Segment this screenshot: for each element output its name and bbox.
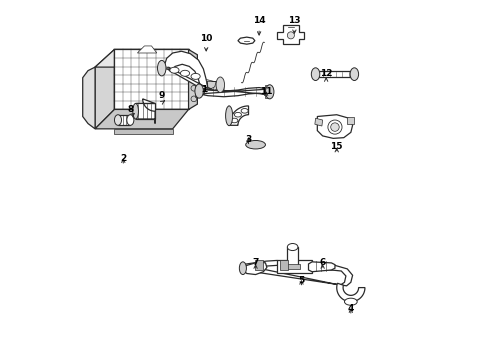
Ellipse shape: [180, 70, 190, 76]
Text: 11: 11: [260, 87, 272, 96]
Polygon shape: [316, 71, 354, 77]
Ellipse shape: [245, 140, 266, 149]
Ellipse shape: [170, 67, 179, 73]
Ellipse shape: [234, 112, 242, 117]
Polygon shape: [266, 85, 270, 98]
Text: 15: 15: [330, 142, 343, 151]
Polygon shape: [95, 49, 189, 67]
Polygon shape: [160, 67, 169, 71]
Polygon shape: [115, 49, 189, 109]
Ellipse shape: [311, 68, 320, 81]
Polygon shape: [118, 115, 130, 125]
Polygon shape: [280, 260, 288, 270]
Polygon shape: [115, 129, 172, 134]
Polygon shape: [83, 67, 95, 129]
Polygon shape: [229, 106, 248, 125]
Polygon shape: [136, 103, 155, 119]
Text: 3: 3: [245, 135, 252, 144]
Circle shape: [191, 64, 196, 70]
Circle shape: [287, 32, 294, 39]
Polygon shape: [277, 26, 304, 44]
Text: 2: 2: [120, 154, 126, 163]
Ellipse shape: [287, 243, 298, 251]
Polygon shape: [137, 46, 157, 53]
Polygon shape: [286, 264, 300, 269]
Polygon shape: [315, 118, 322, 126]
Polygon shape: [238, 37, 255, 44]
Text: 8: 8: [127, 105, 133, 114]
Polygon shape: [189, 49, 197, 109]
Circle shape: [191, 96, 196, 102]
Ellipse shape: [216, 77, 224, 93]
Ellipse shape: [157, 60, 166, 76]
Polygon shape: [255, 260, 263, 270]
Polygon shape: [318, 115, 353, 138]
Circle shape: [191, 75, 196, 81]
Text: 10: 10: [200, 34, 212, 43]
Text: 13: 13: [288, 17, 301, 26]
Polygon shape: [287, 247, 298, 266]
Polygon shape: [95, 109, 189, 129]
Ellipse shape: [191, 73, 200, 79]
Ellipse shape: [115, 115, 122, 125]
Polygon shape: [136, 99, 155, 123]
Circle shape: [328, 120, 342, 134]
Text: 1: 1: [201, 85, 208, 94]
Ellipse shape: [127, 115, 134, 125]
Circle shape: [331, 123, 339, 131]
Text: 12: 12: [320, 69, 332, 78]
Polygon shape: [242, 260, 353, 286]
Text: 5: 5: [298, 276, 305, 285]
Text: 9: 9: [159, 91, 165, 100]
Ellipse shape: [239, 262, 246, 275]
Ellipse shape: [195, 84, 203, 98]
Text: 6: 6: [319, 258, 326, 267]
Ellipse shape: [350, 68, 359, 81]
Text: 14: 14: [253, 17, 266, 26]
Polygon shape: [309, 262, 335, 272]
Text: 4: 4: [347, 304, 354, 313]
Ellipse shape: [133, 103, 139, 119]
Circle shape: [191, 85, 196, 91]
Polygon shape: [199, 87, 270, 97]
Ellipse shape: [344, 298, 357, 305]
Polygon shape: [347, 117, 354, 123]
Polygon shape: [206, 80, 222, 90]
Polygon shape: [337, 283, 365, 302]
Polygon shape: [164, 51, 208, 88]
Polygon shape: [95, 49, 115, 129]
Polygon shape: [242, 262, 267, 275]
Text: 7: 7: [252, 258, 259, 267]
Polygon shape: [277, 260, 312, 273]
Ellipse shape: [231, 118, 238, 123]
Ellipse shape: [241, 108, 248, 113]
Polygon shape: [195, 85, 199, 98]
Ellipse shape: [225, 106, 233, 126]
Ellipse shape: [266, 85, 274, 99]
